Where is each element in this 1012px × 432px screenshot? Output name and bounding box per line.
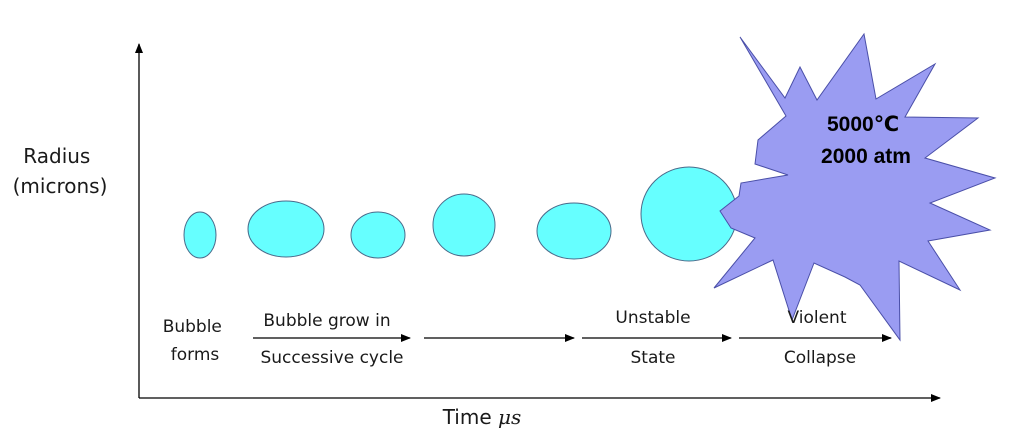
y-axis-title: Radius (microns) xyxy=(13,144,108,198)
bubble-4 xyxy=(432,193,496,257)
stage-unstable-line1: Unstable xyxy=(615,308,690,328)
y-axis-title-line1: Radius xyxy=(23,144,90,168)
bubble-3 xyxy=(350,211,406,259)
y-axis-title-line2: (microns) xyxy=(13,174,108,198)
bubble-2 xyxy=(247,200,325,258)
x-axis-title-text: Time xyxy=(442,405,492,429)
burst-pressure: 2000 atm xyxy=(821,145,911,168)
x-axis-unit: μs xyxy=(498,405,521,429)
stage-bubble-forms-line2: forms xyxy=(171,345,220,365)
collapse-burst-shape xyxy=(713,32,997,342)
stage-violent-line2: Collapse xyxy=(784,348,856,368)
stage-bubble-grow-line2: Successive cycle xyxy=(260,348,403,368)
burst-label: 5000℃ 2000 atm xyxy=(821,113,911,168)
stage-bubble-forms: Bubble forms xyxy=(163,317,228,365)
x-axis-title: Time μs xyxy=(442,405,522,429)
stage-bubble-grow-line1: Bubble grow in xyxy=(263,311,390,331)
bubble-5 xyxy=(536,202,612,260)
burst-temperature: 5000℃ xyxy=(827,113,899,136)
stage-bubble-forms-line1: Bubble xyxy=(163,317,222,337)
stage-violent-line1: Violent xyxy=(787,308,846,328)
stage-unstable-line2: State xyxy=(631,348,676,368)
bubble-1 xyxy=(183,211,217,259)
